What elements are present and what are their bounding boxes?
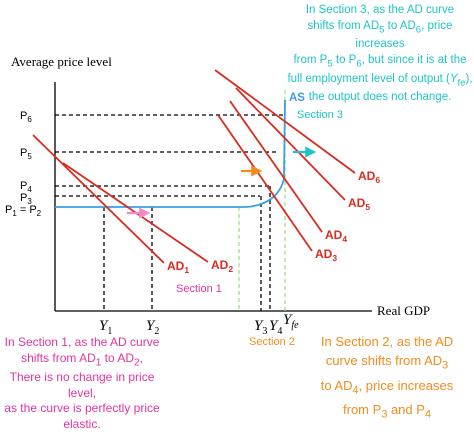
label-y1: Y1 — [99, 318, 112, 337]
y-axis-label: Average price level — [11, 54, 112, 69]
ad3-curve — [217, 114, 313, 252]
section3-note: In Section 3, as the AD curve shifts fro… — [287, 4, 473, 104]
section1-label: Section 1 — [176, 283, 222, 295]
label-y4: Y4 — [269, 318, 282, 337]
label-p1-p2: P1 = P2 — [5, 204, 42, 218]
label-p5: P5 — [20, 147, 32, 161]
ad1-curve — [32, 134, 165, 264]
section2-note: In Section 2, as the AD curve shifts fro… — [320, 334, 454, 421]
section2-label: Section 2 — [249, 336, 295, 348]
label-p3: P3 — [20, 192, 32, 206]
label-p4: P4 — [20, 180, 32, 194]
ad5-curve — [235, 87, 346, 201]
section3-label: Section 3 — [297, 109, 343, 121]
label-as: AS — [289, 92, 305, 104]
label-ad6: AD6 — [358, 169, 380, 185]
ad4-curve — [229, 100, 323, 233]
label-ad2: AD2 — [211, 258, 233, 274]
label-p6: P6 — [20, 110, 32, 124]
label-y3: Y3 — [254, 318, 267, 337]
section1-note: In Section 1, as the AD curve shifts fro… — [4, 335, 160, 431]
label-ad4: AD4 — [325, 228, 347, 244]
label-yfe: Yfe — [283, 312, 299, 331]
label-ad1: AD1 — [167, 259, 189, 275]
label-ad5: AD5 — [348, 196, 370, 212]
label-y2: Y2 — [146, 318, 159, 337]
label-ad3: AD3 — [315, 247, 337, 263]
ad6-curve — [214, 69, 356, 174]
aggregate-supply-demand-diagram: Average price level Real GDP P6 P5 P4 P3… — [5, 54, 430, 348]
x-axis-label: Real GDP — [377, 303, 430, 318]
